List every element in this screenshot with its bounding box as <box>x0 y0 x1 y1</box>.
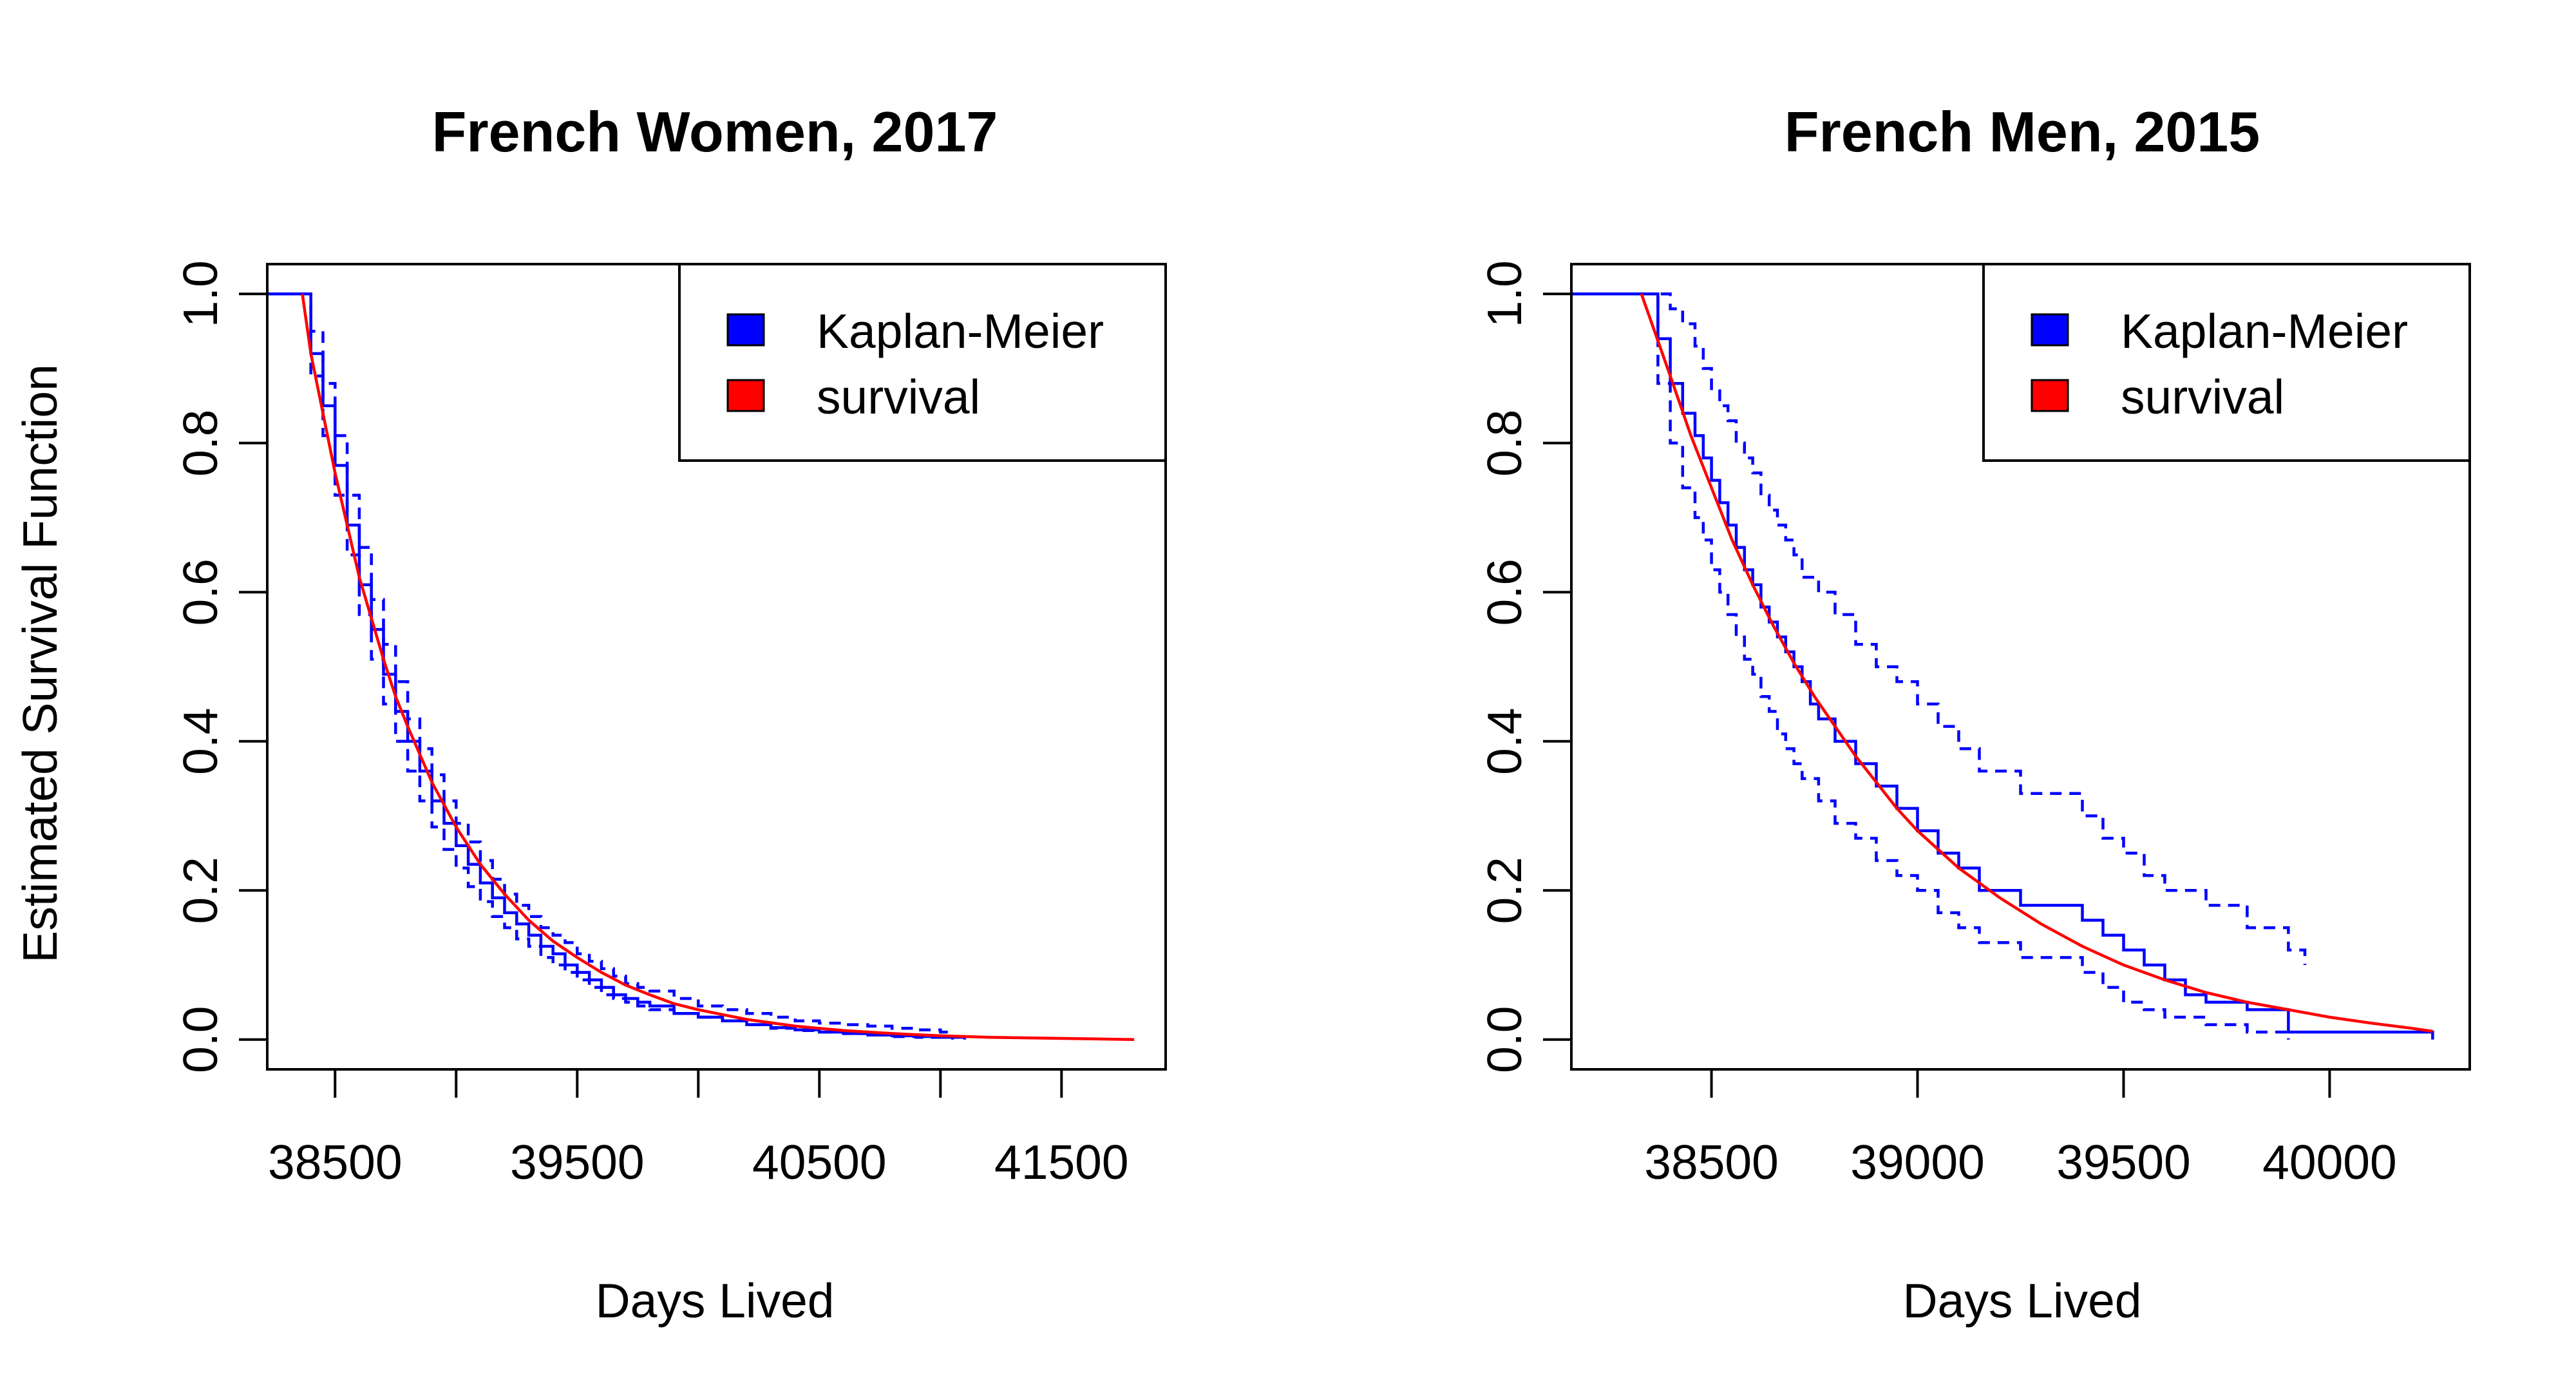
y-tick-label: 0.2 <box>173 857 227 924</box>
confidence-band-line <box>1641 292 2290 1040</box>
legend-swatch <box>2031 313 2069 347</box>
chart-title: French Women, 2017 <box>432 100 998 164</box>
y-tick-label: 0.0 <box>173 1006 227 1073</box>
legend: Kaplan-Meier survival <box>678 263 1167 462</box>
legend-label: Kaplan-Meier <box>2121 304 2408 358</box>
y-tick-label: 0.2 <box>1477 857 1531 924</box>
series-group <box>1571 292 2434 1040</box>
y-tick-label: 0.6 <box>1477 559 1531 626</box>
x-tick-label: 41500 <box>994 1135 1129 1189</box>
legend-label: survival <box>817 370 980 424</box>
x-tick-label: 40500 <box>752 1135 887 1189</box>
legend-swatch <box>2031 379 2069 412</box>
legend-swatch <box>726 379 765 412</box>
x-axis-label: Days Lived <box>1902 1274 2141 1328</box>
legend-box <box>678 263 1167 462</box>
y-tick-label: 1.0 <box>173 260 227 327</box>
y-tick-label: 1.0 <box>1477 260 1531 327</box>
x-tick-label: 39500 <box>510 1135 645 1189</box>
confidence-band-line <box>302 292 942 1039</box>
y-tick-label: 0.0 <box>1477 1006 1531 1073</box>
kaplan-meier-curve <box>1571 292 2434 1040</box>
y-tick-label: 0.6 <box>173 559 227 626</box>
x-tick-label: 38500 <box>268 1135 402 1189</box>
legend-box <box>1982 263 2471 462</box>
confidence-band-line <box>1641 292 2307 965</box>
legend-label: survival <box>2121 370 2284 424</box>
y-tick-label: 0.8 <box>1477 410 1531 477</box>
legend: Kaplan-Meier survival <box>1982 263 2471 462</box>
x-tick-label: 39500 <box>2056 1135 2191 1189</box>
y-tick-label: 0.4 <box>1477 708 1531 775</box>
y-tick-label: 0.8 <box>173 410 227 477</box>
x-tick-label: 40000 <box>2262 1135 2397 1189</box>
shared-y-axis-label: Estimated Survival Function <box>13 364 67 963</box>
legend-swatch <box>726 313 765 347</box>
series-group <box>267 292 1135 1041</box>
survival-curve <box>1640 293 2433 1033</box>
x-tick-label: 38500 <box>1644 1135 1779 1189</box>
survival-curve <box>301 293 1135 1041</box>
confidence-band-line <box>302 292 954 1040</box>
chart-title: French Men, 2015 <box>1785 100 2260 164</box>
chart-panel-women-2017: French Women, 2017 Days Lived 38500 39500 40… <box>173 100 1167 1328</box>
legend-label: Kaplan-Meier <box>817 304 1104 358</box>
x-tick-label: 39000 <box>1850 1135 1985 1189</box>
chart-panel-men-2015: French Men, 2015 Days Lived 38500 39000 3950… <box>1477 100 2471 1328</box>
y-tick-label: 0.4 <box>173 708 227 775</box>
x-axis-label: Days Lived <box>595 1274 834 1328</box>
